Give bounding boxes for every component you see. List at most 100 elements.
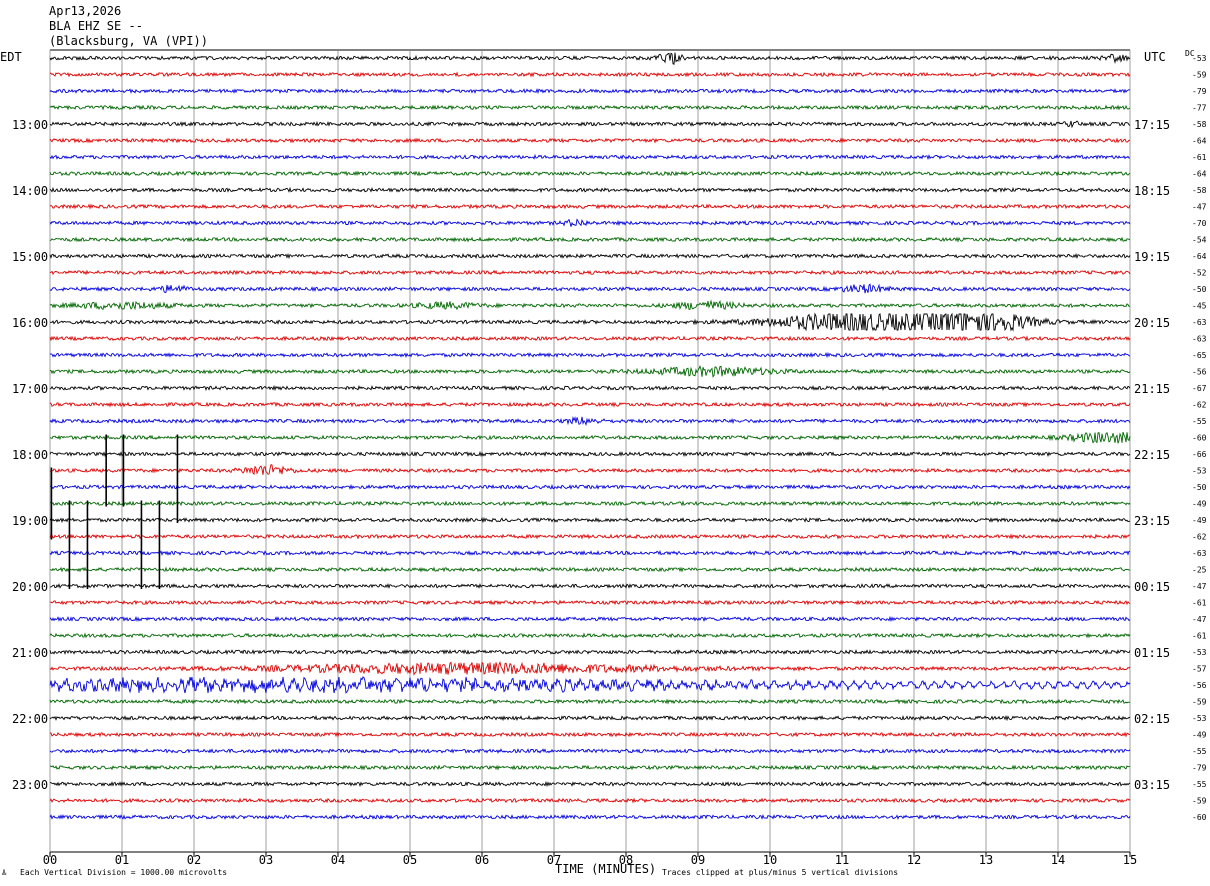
seismic-trace bbox=[49, 533, 1131, 540]
dc-offset-label: -56 bbox=[1192, 368, 1207, 377]
dc-offset-label: -47 bbox=[1192, 203, 1207, 212]
left-hour-label: 19:00 bbox=[12, 514, 48, 528]
seismic-trace bbox=[49, 813, 1131, 820]
seismic-trace bbox=[49, 676, 1131, 694]
x-tick-label: 08 bbox=[619, 853, 633, 867]
dc-offset-label: -50 bbox=[1192, 285, 1207, 294]
dc-offset-label: -50 bbox=[1192, 483, 1207, 492]
dc-label: DC bbox=[1185, 49, 1195, 58]
x-axis-title: TIME (MINUTES) bbox=[555, 862, 656, 876]
dc-offset-label: -58 bbox=[1192, 186, 1207, 195]
seismic-trace bbox=[49, 731, 1130, 738]
dc-offset-label: -60 bbox=[1192, 434, 1207, 443]
seismic-trace bbox=[49, 615, 1131, 623]
dc-offset-label: -25 bbox=[1192, 566, 1207, 575]
station-location: (Blacksburg, VA (VPI)) bbox=[49, 34, 208, 48]
dc-offset-label: -56 bbox=[1192, 681, 1207, 690]
dc-offset-label: -57 bbox=[1192, 665, 1207, 674]
right-hour-label: 20:15 bbox=[1134, 316, 1170, 330]
seismic-trace bbox=[49, 583, 1131, 590]
right-hour-label: 23:15 bbox=[1134, 514, 1170, 528]
seismic-trace bbox=[49, 550, 1131, 557]
seismic-trace bbox=[49, 186, 1131, 194]
dc-offset-label: -55 bbox=[1192, 780, 1207, 789]
right-hour-label: 17:15 bbox=[1134, 118, 1170, 132]
dc-offset-label: -45 bbox=[1192, 302, 1207, 311]
seismic-trace bbox=[49, 153, 1131, 161]
seismic-trace bbox=[50, 483, 1131, 491]
seismic-trace bbox=[49, 252, 1131, 260]
seismic-trace bbox=[49, 660, 1131, 676]
dc-offset-label: -53 bbox=[1192, 54, 1207, 63]
seismic-trace bbox=[49, 714, 1131, 722]
seismic-trace bbox=[49, 500, 1131, 507]
seismic-trace bbox=[49, 698, 1131, 705]
right-hour-label: 01:15 bbox=[1134, 646, 1170, 660]
seismic-trace bbox=[49, 283, 1131, 294]
seismic-trace bbox=[49, 120, 1131, 129]
dc-offset-label: -53 bbox=[1192, 648, 1207, 657]
dc-offset-label: -52 bbox=[1192, 269, 1207, 278]
left-hour-label: 17:00 bbox=[12, 382, 48, 396]
dc-offset-label: -55 bbox=[1192, 747, 1207, 756]
dc-offset-label: -64 bbox=[1192, 137, 1207, 146]
seismic-trace bbox=[49, 218, 1131, 227]
x-tick-label: 12 bbox=[907, 853, 921, 867]
right-hour-label: 21:15 bbox=[1134, 382, 1170, 396]
scale-note: Each Vertical Division = 1000.00 microvo… bbox=[20, 868, 227, 877]
dc-offset-label: -59 bbox=[1192, 698, 1207, 707]
seismic-trace bbox=[49, 87, 1131, 95]
x-tick-label: 15 bbox=[1123, 853, 1137, 867]
station-code: BLA EHZ SE -- bbox=[49, 19, 143, 33]
dc-offset-label: -61 bbox=[1192, 153, 1207, 162]
right-hour-label: 03:15 bbox=[1134, 778, 1170, 792]
dc-offset-label: -67 bbox=[1192, 384, 1207, 393]
seismic-trace bbox=[49, 748, 1131, 754]
seismic-trace bbox=[49, 780, 1131, 788]
x-tick-label: 10 bbox=[763, 853, 777, 867]
x-tick-label: 14 bbox=[1051, 853, 1065, 867]
left-hour-label: 23:00 bbox=[12, 778, 48, 792]
right-hour-label: 19:15 bbox=[1134, 250, 1170, 264]
x-tick-label: 06 bbox=[475, 853, 489, 867]
seismic-trace bbox=[49, 236, 1131, 243]
plot-date: Apr13,2026 bbox=[49, 4, 122, 18]
dc-offset-label: -77 bbox=[1192, 104, 1207, 113]
seismic-trace bbox=[49, 365, 1131, 378]
dc-offset-label: -79 bbox=[1192, 764, 1207, 773]
dc-offset-label: -49 bbox=[1192, 731, 1207, 740]
dc-offset-label: -49 bbox=[1192, 516, 1207, 525]
seismic-trace bbox=[49, 797, 1131, 804]
x-tick-label: 02 bbox=[187, 853, 201, 867]
dc-offset-label: -79 bbox=[1192, 87, 1207, 96]
seismic-trace bbox=[49, 566, 1131, 573]
seismic-trace bbox=[49, 649, 1131, 655]
clip-note: Traces clipped at plus/minus 5 vertical … bbox=[662, 868, 898, 877]
seismic-trace bbox=[49, 464, 1131, 476]
seismic-trace bbox=[49, 384, 1131, 392]
dc-offset-label: -64 bbox=[1192, 170, 1207, 179]
dc-offset-label: -53 bbox=[1192, 714, 1207, 723]
x-tick-label: 09 bbox=[691, 853, 705, 867]
axis-labels: EDT UTC DC TIME (MINUTES) Each Vertical … bbox=[0, 49, 1195, 878]
dc-offset-label: -54 bbox=[1192, 236, 1207, 245]
x-tick-label: 11 bbox=[835, 853, 849, 867]
seismic-trace bbox=[49, 203, 1131, 210]
dc-offset-label: -47 bbox=[1192, 582, 1207, 591]
seismic-trace bbox=[49, 71, 1131, 78]
seismic-trace bbox=[49, 401, 1131, 408]
right-hour-label: 00:15 bbox=[1134, 580, 1170, 594]
seismic-trace bbox=[49, 299, 1131, 311]
left-timezone-label: EDT bbox=[0, 50, 22, 64]
seismic-trace bbox=[49, 170, 1131, 177]
seismic-trace bbox=[49, 312, 1131, 332]
seismic-trace bbox=[49, 335, 1131, 342]
dc-offset-label: -63 bbox=[1192, 318, 1207, 327]
x-tick-label: 05 bbox=[403, 853, 417, 867]
seismic-trace bbox=[49, 137, 1131, 144]
dc-offset-label: -58 bbox=[1192, 120, 1207, 129]
x-tick-label: 07 bbox=[547, 853, 561, 867]
seismic-trace bbox=[49, 764, 1131, 771]
dc-offset-label: -65 bbox=[1192, 351, 1207, 360]
